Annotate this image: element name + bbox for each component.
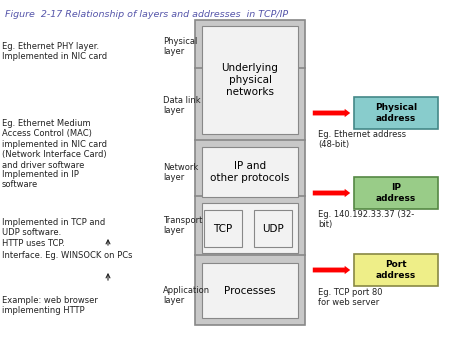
Bar — [202, 147, 298, 197]
Text: Figure  2-17 Relationship of layers and addresses  in TCP/IP: Figure 2-17 Relationship of layers and a… — [5, 10, 288, 19]
Text: Physical
address: Physical address — [375, 103, 417, 123]
Text: Eg. TCP port 80
for web server: Eg. TCP port 80 for web server — [318, 288, 382, 307]
Text: Underlying
physical
networks: Underlying physical networks — [221, 64, 279, 97]
Text: Interface. Eg. WINSOCK on PCs: Interface. Eg. WINSOCK on PCs — [2, 251, 132, 260]
Text: Eg. Ethernet PHY layer.
Implemented in NIC card: Eg. Ethernet PHY layer. Implemented in N… — [2, 42, 107, 62]
Text: Example: web browser
implementing HTTP: Example: web browser implementing HTTP — [2, 296, 98, 315]
Bar — [195, 20, 305, 325]
Text: Implemented in TCP and
UDP software.
HTTP uses TCP.: Implemented in TCP and UDP software. HTT… — [2, 218, 105, 248]
Text: Implemented in IP
software: Implemented in IP software — [2, 170, 79, 189]
Text: Processes: Processes — [224, 286, 276, 295]
Bar — [202, 263, 298, 318]
Bar — [204, 210, 242, 247]
Bar — [254, 210, 292, 247]
Text: Port
address: Port address — [376, 260, 416, 280]
Text: TCP: TCP — [213, 223, 233, 234]
FancyBboxPatch shape — [354, 177, 438, 209]
Text: IP
address: IP address — [376, 183, 416, 203]
Text: Eg. 140.192.33.37 (32-
bit): Eg. 140.192.33.37 (32- bit) — [318, 210, 414, 230]
FancyBboxPatch shape — [354, 97, 438, 129]
Bar — [202, 26, 298, 134]
Text: Network
layer: Network layer — [163, 163, 198, 183]
Text: Application
layer: Application layer — [163, 286, 210, 306]
Text: Physical
layer: Physical layer — [163, 37, 198, 56]
FancyBboxPatch shape — [354, 254, 438, 286]
Text: Eg. Ethernet address
(48-bit): Eg. Ethernet address (48-bit) — [318, 130, 406, 149]
Bar — [202, 203, 298, 253]
Text: UDP: UDP — [262, 223, 284, 234]
Text: Eg. Ethernet Medium
Access Control (MAC)
implemented in NIC card
(Network Interf: Eg. Ethernet Medium Access Control (MAC)… — [2, 119, 107, 170]
Text: Data link
layer: Data link layer — [163, 96, 201, 115]
Text: IP and
other protocols: IP and other protocols — [210, 161, 290, 183]
Text: Transport
layer: Transport layer — [163, 216, 202, 235]
